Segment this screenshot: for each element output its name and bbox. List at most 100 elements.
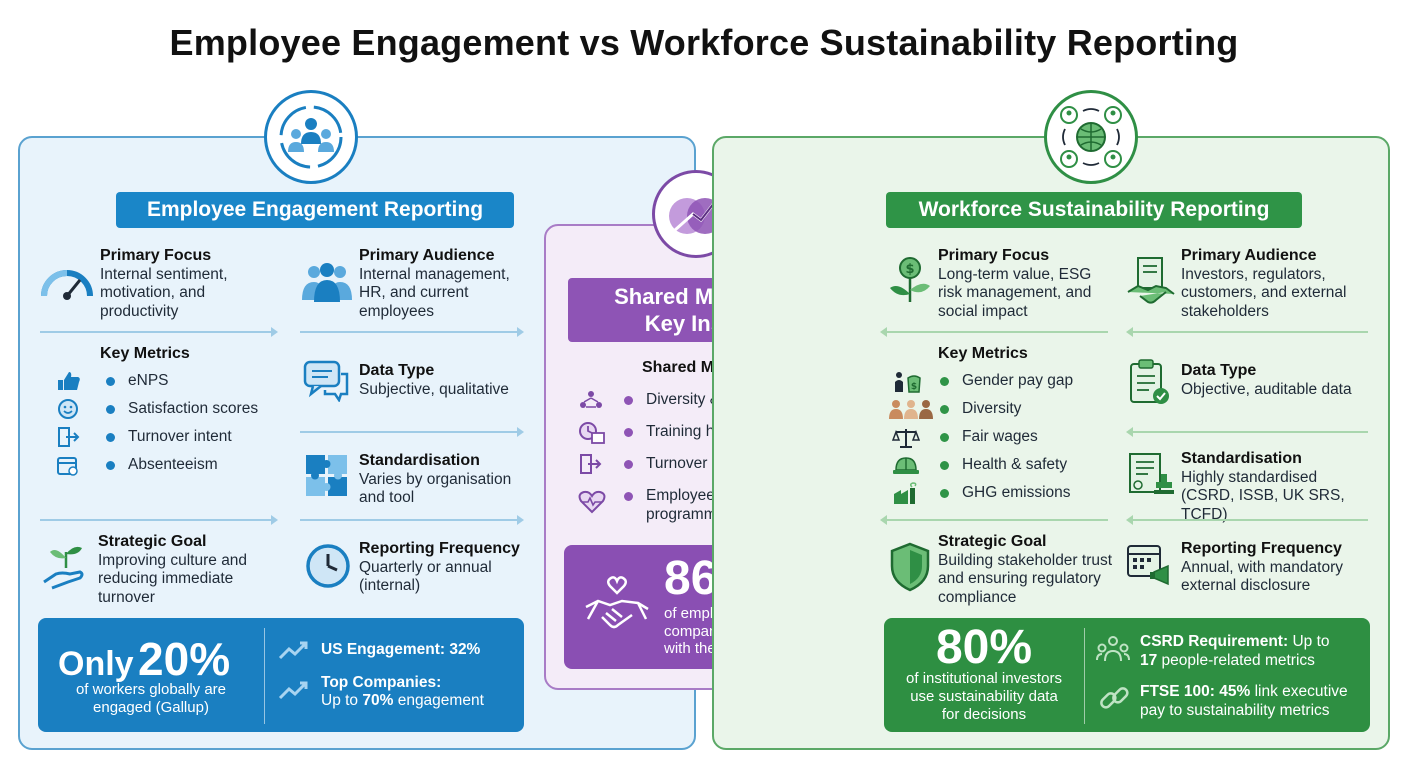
sustainability-data-type: Data Type Objective, auditable data [1181,362,1381,399]
primary-audience-title: Primary Audience [1181,247,1317,264]
list-item: Diversity [889,395,1120,423]
data-type-title: Data Type [1181,362,1257,379]
metric-label: Absenteeism [128,456,218,473]
certificate-stamp-icon [1128,452,1178,502]
divider-arrow [300,515,524,525]
fact-line: CSRD Requirement: Up to [1140,632,1330,651]
training-clock-icon [578,421,605,444]
divider-arrow [1126,327,1368,337]
puzzle-icon [303,452,353,502]
list-item: Turnover intent [58,423,286,451]
stat-caption-line: for decisions [941,706,1027,723]
shared-metric-label: programmes [646,505,733,523]
csrd-fact: CSRD Requirement: Up to 17 people-relate… [1140,632,1330,670]
divider-arrow [300,327,524,337]
strategic-goal-line: Improving culture and [98,551,248,569]
exit-door-icon [56,426,80,448]
metric-label: Satisfaction scores [128,400,259,417]
stat-caption-line: of institutional investors [906,670,1062,687]
hard-hat-icon [892,454,919,476]
strategic-goal-line: and ensuring regulatory [938,570,1101,587]
engagement-strategic-goal: Strategic Goal Improving culture and red… [98,533,278,607]
primary-focus-title: Primary Focus [938,247,1050,264]
fact-value: 70% [362,692,394,709]
engagement-reporting-frequency: Reporting Frequency Quarterly or annual … [359,540,539,596]
fact-title: Top Companies: [321,674,442,691]
primary-focus-line: Long-term value, ESG [938,265,1092,283]
sustainability-metrics-list: $ Gender pay gap Diversity Fair wages He… [889,367,1120,507]
sustainability-strategic-goal: Strategic Goal Building stakeholder trus… [938,533,1128,607]
pay-gap-icon: $ [892,370,921,393]
metric-label: Turnover intent [128,428,232,445]
primary-focus-line: productivity [100,302,179,320]
sustainability-stat-value: 80% [935,621,1033,674]
divider-arrow [1126,427,1368,437]
money-plant-icon: $ [886,256,936,306]
fact-text: link executive [1250,683,1348,700]
fact-text: engagement [393,692,484,709]
list-item: $ Gender pay gap [895,367,1120,395]
metric-label: GHG emissions [962,484,1071,501]
fact-text: Up to [321,692,363,709]
standardisation-title: Standardisation [359,452,480,469]
sustainability-heading: Workforce Sustainability Reporting [886,192,1302,228]
metric-label: Fair wages [962,428,1038,445]
people-network-icon [1096,634,1130,669]
sustainability-stat-caption: of institutional investors use sustainab… [884,670,1084,724]
primary-audience-line: Internal management, [359,265,510,283]
engagement-standardisation: Standardisation Varies by organisation a… [359,452,539,508]
strategic-goal-title: Strategic Goal [938,533,1047,550]
calendar-icon [56,454,80,476]
stat-caption-line: engaged (Gallup) [93,699,209,716]
engagement-heading: Employee Engagement Reporting [116,192,514,228]
gauge-icon [40,262,93,312]
standardisation-line: Varies by organisation [359,470,512,488]
us-engagement-fact: US Engagement: 32% [321,641,481,658]
primary-focus-line: Internal sentiment, [100,265,228,283]
engagement-key-metrics-title: Key Metrics [100,345,190,364]
sustainability-stat-box: 80% of institutional investors use susta… [884,618,1370,732]
link-chain-icon [1098,682,1130,719]
fact-line: 17 people-related metrics [1140,651,1330,670]
metric-label: Gender pay gap [962,372,1074,389]
chat-bubbles-icon [303,360,353,410]
standardisation-line: (CSRD, ISSB, UK SRS, TCFD) [1181,487,1345,523]
primary-audience-line: employees [359,302,434,320]
data-type-title: Data Type [359,362,435,379]
reporting-frequency-title: Reporting Frequency [1181,540,1342,557]
people-group-icon [300,260,352,310]
strategic-goal-line: turnover [98,588,155,606]
clock-icon [304,542,354,592]
key-metrics-title: Key Metrics [100,345,190,362]
data-type-line: Subjective, qualitative [359,380,509,398]
svg-text:$: $ [905,262,914,277]
svg-text:$: $ [911,382,917,392]
stat-divider [264,628,265,724]
key-metrics-title: Key Metrics [938,345,1028,362]
fact-title: CSRD Requirement: [1140,633,1289,650]
calendar-megaphone-icon [1126,542,1176,592]
list-item: Absenteeism [57,451,286,479]
standardisation-title: Standardisation [1181,450,1302,467]
standardisation-line: and tool [359,489,415,506]
primary-focus-title: Primary Focus [100,247,212,264]
fact-text: Up to [1288,633,1330,650]
primary-focus-line: social impact [938,302,1028,320]
fact-value: 17 [1140,652,1158,669]
primary-audience-line: stakeholders [1181,302,1269,320]
primary-focus-line: risk management, and [938,284,1092,301]
people-row-icon [888,398,933,420]
metric-label: Diversity [962,400,1022,417]
engagement-data-type: Data Type Subjective, qualitative [359,362,539,399]
reporting-frequency-line: (internal) [359,577,421,594]
reporting-frequency-line: Quarterly or annual [359,558,492,576]
smiley-icon [56,398,80,420]
stat-prefix: Only [58,645,134,683]
sustainability-primary-focus: Primary Focus Long-term value, ESG risk … [938,247,1118,321]
list-item: Satisfaction scores [58,395,286,423]
engagement-primary-audience: Primary Audience Internal management, HR… [359,247,539,321]
metric-label: eNPS [128,372,169,389]
stat-divider [1084,628,1085,724]
factory-icon [892,482,917,504]
divider-arrow [40,327,278,337]
